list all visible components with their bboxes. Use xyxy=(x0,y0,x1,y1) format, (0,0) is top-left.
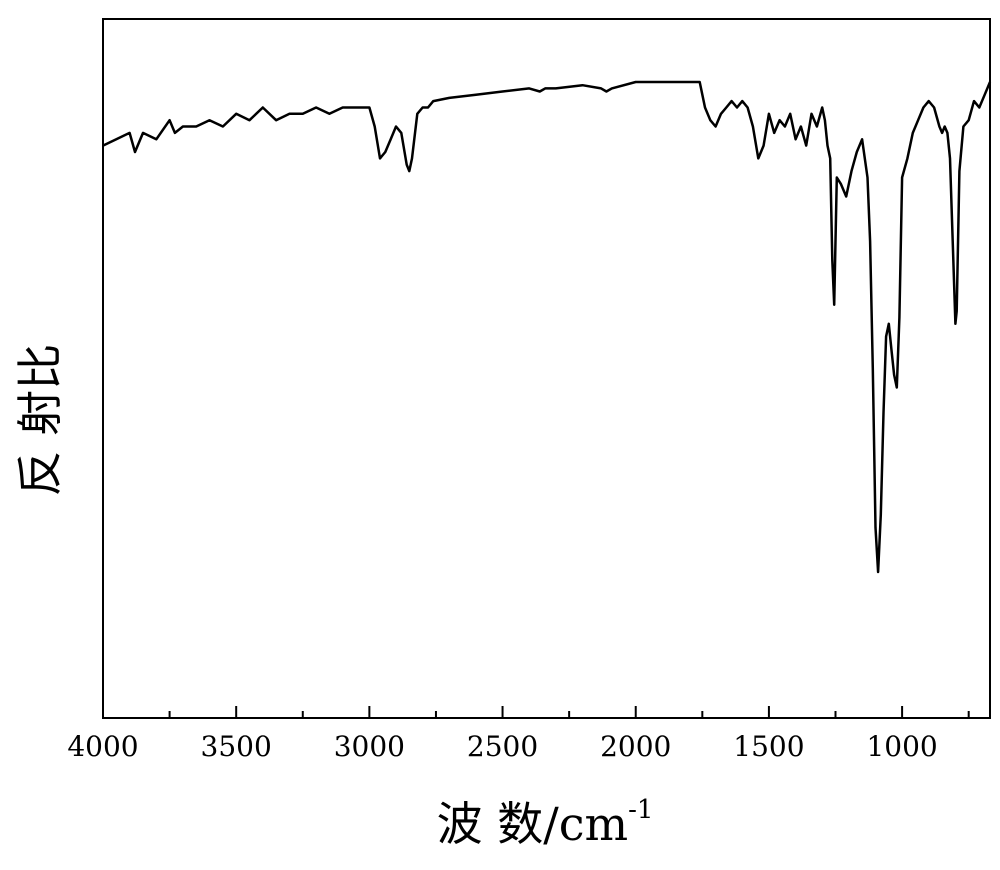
x-axis-ticks: 4000 3500 3000 2500 2000 1500 1000 xyxy=(67,706,970,763)
x-axis-title: 波 数/cm-1 xyxy=(437,795,654,851)
plot-frame xyxy=(102,18,991,719)
x-tick-label: 3500 xyxy=(201,730,272,763)
spectrum-line xyxy=(102,80,992,574)
x-tick-label: 4000 xyxy=(67,730,138,763)
x-tick-label: 1500 xyxy=(733,730,804,763)
x-tick-label: 3000 xyxy=(334,730,405,763)
y-axis-title: 反 射比 xyxy=(13,344,67,497)
x-tick-label: 1000 xyxy=(866,730,937,763)
x-tick-label: 2000 xyxy=(600,730,671,763)
x-axis-title-text: 波 数/cm xyxy=(437,797,629,851)
x-axis-title-superscript: -1 xyxy=(628,795,653,825)
x-tick-label: 2500 xyxy=(467,730,538,763)
